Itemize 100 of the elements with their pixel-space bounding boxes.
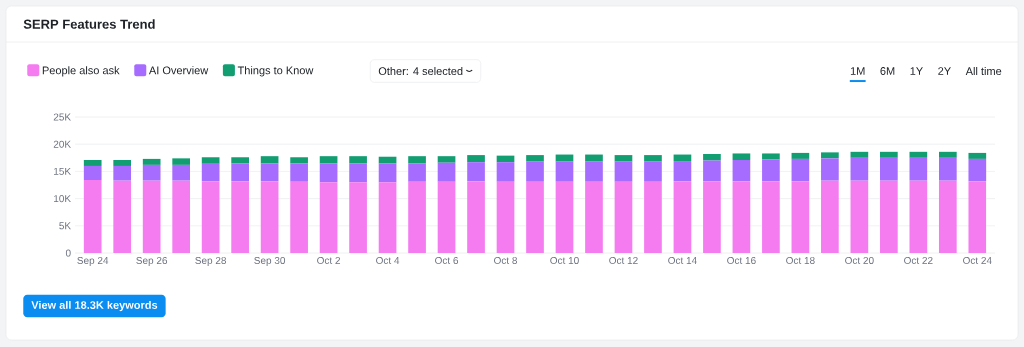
bar (231, 163, 249, 182)
bar (113, 180, 132, 254)
x-tick-label: Oct 8 (494, 256, 518, 265)
bar (319, 163, 338, 183)
text: 6M (880, 67, 895, 75)
y-tick-label: 5K (59, 222, 71, 230)
bar (142, 164, 161, 181)
bar (791, 181, 810, 254)
bar (821, 152, 839, 159)
bar (201, 157, 220, 164)
bar (113, 165, 132, 181)
y-tick-label: 20K (53, 140, 71, 148)
bar (231, 157, 249, 164)
bar (526, 161, 544, 182)
bar (703, 160, 721, 182)
x-tick-label: Oct 18 (786, 256, 815, 265)
y-tick-label: 25K (53, 113, 71, 121)
bar (290, 157, 308, 164)
bar (113, 159, 132, 166)
bar (968, 181, 987, 254)
x-tick-label: Oct 6 (435, 256, 459, 265)
bar (703, 154, 721, 161)
bar (850, 151, 869, 158)
bar (732, 181, 751, 254)
text: Other: 4 selected (378, 66, 463, 76)
bar (201, 181, 220, 254)
bar (880, 180, 898, 254)
bar (467, 162, 485, 182)
bar (909, 151, 928, 158)
bar (319, 182, 338, 254)
bar (585, 161, 603, 182)
bar (791, 158, 810, 182)
bar (260, 163, 279, 182)
bar (467, 155, 485, 163)
bar (555, 181, 574, 254)
chart-title: SERP Features Trend (23, 19, 155, 29)
bar (378, 163, 397, 183)
bar (644, 181, 662, 254)
bar (467, 181, 485, 254)
bar (408, 181, 426, 254)
bar (408, 163, 426, 182)
legend-label: People also ask (42, 66, 120, 77)
bar (732, 153, 751, 160)
bar (260, 156, 279, 164)
bar (909, 180, 928, 254)
x-tick-label: Oct 4 (376, 256, 400, 265)
bar (260, 181, 279, 254)
bar (732, 159, 751, 182)
bar (526, 155, 544, 162)
bar (762, 159, 780, 182)
bar (526, 181, 544, 254)
y-tick-label: 15K (54, 167, 71, 175)
bar (703, 181, 721, 254)
bar (850, 180, 869, 254)
bar (821, 180, 839, 254)
bar (408, 156, 426, 164)
bar (437, 156, 456, 163)
text: 1Y (910, 67, 923, 75)
bar (496, 181, 515, 254)
x-tick-label: Sep 26 (136, 256, 168, 266)
bar (83, 165, 102, 181)
bar (83, 180, 102, 254)
bar (673, 161, 692, 182)
bar (172, 164, 190, 181)
bar (172, 180, 190, 254)
bar (938, 157, 957, 181)
y-tick-label: 10K (54, 195, 71, 203)
x-tick-label: Oct 16 (727, 256, 756, 265)
x-tick-label: Oct 2 (317, 256, 341, 265)
bar (349, 163, 367, 183)
bar (378, 182, 397, 254)
bar (968, 152, 987, 159)
bar (290, 163, 308, 182)
x-tick-label: Oct 14 (668, 256, 697, 265)
y-tick-label: 0 (65, 249, 71, 257)
x-tick-label: Oct 20 (845, 256, 874, 265)
x-tick-label: Sep 30 (254, 256, 286, 266)
bar (762, 181, 780, 254)
bar (142, 158, 161, 165)
text: View all 18.3K keywords (31, 300, 158, 312)
bar (231, 181, 249, 254)
bar (555, 154, 574, 162)
bar (349, 182, 367, 254)
x-tick-label: Sep 24 (77, 256, 109, 266)
bar (880, 157, 898, 181)
bar (614, 161, 633, 182)
bar (555, 161, 574, 182)
x-tick-label: Oct 10 (550, 256, 579, 265)
bar (909, 157, 928, 181)
text: 2Y (938, 67, 951, 75)
bar (172, 158, 190, 165)
bar (850, 157, 869, 181)
legend-label: AI Overview (148, 66, 209, 75)
text: 1M (850, 67, 865, 75)
bar (437, 162, 456, 182)
x-tick-label: Oct 12 (609, 256, 638, 265)
bar (349, 156, 367, 164)
bar (585, 154, 603, 162)
bar (880, 151, 898, 158)
bar (644, 161, 662, 182)
